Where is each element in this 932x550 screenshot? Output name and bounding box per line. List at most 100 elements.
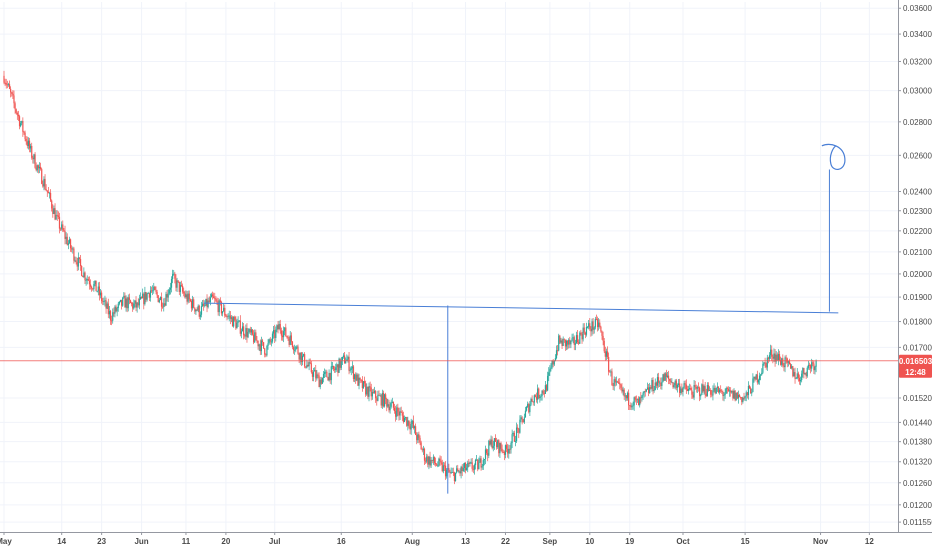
candle-body xyxy=(317,374,319,376)
candle-body xyxy=(452,472,454,473)
candle-body xyxy=(330,366,332,381)
candle-body xyxy=(702,384,704,392)
candle-body xyxy=(401,412,403,416)
candle-body xyxy=(135,300,137,308)
candle-body xyxy=(225,315,227,317)
candle-body xyxy=(220,302,223,314)
candle-body xyxy=(744,396,746,399)
candle-body xyxy=(574,343,576,345)
candle-body xyxy=(808,364,811,366)
candle-body xyxy=(299,352,301,360)
candle-body xyxy=(224,307,226,316)
candle-body xyxy=(278,324,280,330)
candle-body xyxy=(733,390,735,399)
candle-body xyxy=(121,299,123,306)
chart-drawings[interactable] xyxy=(203,143,846,494)
candle-body xyxy=(288,338,290,345)
candle-body xyxy=(603,340,605,352)
candle-body xyxy=(630,405,632,408)
candle-body xyxy=(227,316,229,317)
candle-body xyxy=(520,417,522,420)
candle-body xyxy=(542,390,544,394)
candle-body xyxy=(700,394,702,397)
candle-body xyxy=(190,300,193,309)
candle-body xyxy=(93,284,95,290)
candle-body xyxy=(88,280,91,285)
candle-body xyxy=(661,381,663,386)
candle-body xyxy=(651,379,653,389)
candle-body xyxy=(218,300,220,313)
candle-body xyxy=(379,395,381,397)
candle-body xyxy=(562,338,564,346)
candle-body xyxy=(235,320,237,329)
candle-body xyxy=(571,338,573,341)
candle-body xyxy=(755,374,757,380)
candle-body xyxy=(164,303,166,306)
candle-body xyxy=(513,432,515,442)
candle-body xyxy=(215,299,217,301)
candle-body xyxy=(472,468,474,470)
candle-body xyxy=(229,315,231,319)
candle-body xyxy=(611,371,613,386)
candle-body xyxy=(497,440,499,448)
candle-body xyxy=(699,387,701,397)
candle-body xyxy=(269,339,271,342)
candle-body xyxy=(240,331,243,334)
candle-body xyxy=(62,224,64,231)
candle-body xyxy=(104,300,106,302)
candle-body xyxy=(234,316,236,321)
candle-body xyxy=(256,340,258,342)
price-tick-label: 0.011550 xyxy=(903,518,932,527)
candle-body xyxy=(148,293,150,298)
candle-body xyxy=(150,290,153,292)
candle-body xyxy=(378,394,380,396)
candle-body xyxy=(767,357,770,359)
candle-body xyxy=(792,366,794,377)
candle-body xyxy=(363,381,366,384)
candle-body xyxy=(300,352,302,363)
candle-body xyxy=(754,376,756,380)
candle-body xyxy=(781,358,783,365)
candle-body xyxy=(328,373,330,381)
candle-body xyxy=(515,427,518,442)
candle-body xyxy=(596,319,599,327)
candle-body xyxy=(575,335,578,344)
neckline-trendline[interactable] xyxy=(203,302,839,314)
candle-body xyxy=(748,386,751,389)
candle-body xyxy=(158,299,160,303)
candle-body xyxy=(347,356,349,360)
candle-body xyxy=(159,297,162,300)
candle-body xyxy=(305,366,307,368)
candle-body xyxy=(464,462,467,471)
candle-body xyxy=(136,302,138,308)
candle-body xyxy=(255,332,257,341)
candle-body xyxy=(183,291,185,294)
candle-body xyxy=(636,398,639,400)
candle-body xyxy=(763,362,765,364)
candle-body xyxy=(713,387,715,391)
time-axis[interactable]: May 14 23 Jun 11 20 Jul 16 Aug 13 22 Sep 10 19 Oct 15 No… xyxy=(0,532,932,550)
candle-body xyxy=(346,359,348,361)
candle-body xyxy=(76,262,78,267)
target-circle-marker[interactable] xyxy=(821,143,846,170)
candle-body xyxy=(351,366,353,369)
candle-body xyxy=(97,286,99,292)
candle-body xyxy=(743,397,745,399)
candle-body xyxy=(407,420,409,426)
candle-body xyxy=(568,339,570,345)
candle-body xyxy=(170,278,173,288)
candle-body xyxy=(600,326,602,332)
candle-body xyxy=(794,372,796,379)
candle-body xyxy=(604,351,606,357)
candle-body xyxy=(773,353,775,359)
candle-body xyxy=(460,466,462,474)
candle-body xyxy=(570,340,572,345)
candle-body xyxy=(298,353,300,360)
